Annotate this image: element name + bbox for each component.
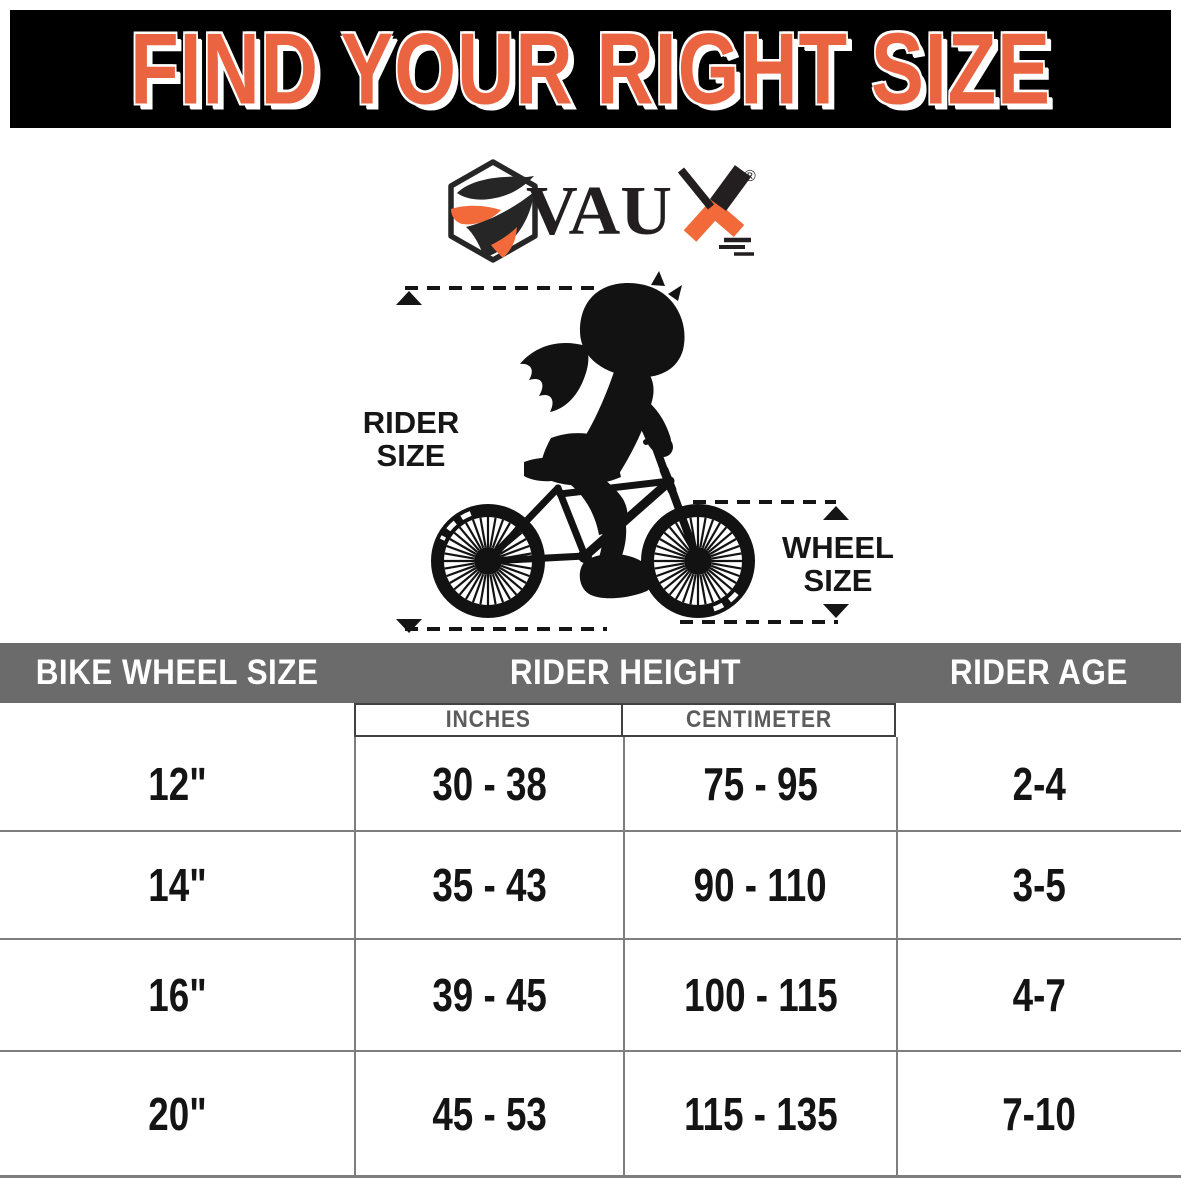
table-row: 16" xyxy=(0,938,354,1050)
table-cell: 4-7 xyxy=(896,938,1181,1050)
page-title: FIND YOUR RIGHT SIZE xyxy=(130,11,1051,126)
table-cell: 75 - 95 xyxy=(623,737,896,830)
table-row: 14" xyxy=(0,830,354,938)
measure-lines xyxy=(405,286,838,631)
wheel-size-label: WHEEL SIZE xyxy=(782,530,894,598)
hexagon-logo-icon xyxy=(448,159,538,263)
stylized-x-letter xyxy=(677,165,754,256)
measure-arrows xyxy=(396,291,849,633)
table-cell: 35 - 43 xyxy=(354,830,623,938)
table-cell: 2-4 xyxy=(896,737,1181,830)
table-row: 12" xyxy=(147,757,207,810)
table-cell: 45 - 53 xyxy=(354,1050,623,1175)
column-header-wheel-size: BIKE WHEEL SIZE xyxy=(0,643,354,703)
registered-trademark-icon: ® xyxy=(744,168,756,185)
table-cell: 90 - 110 xyxy=(623,830,896,938)
table-cell: 115 - 135 xyxy=(623,1050,896,1175)
subheader-centimeter: CENTIMETER xyxy=(623,703,896,737)
table-cell: 39 - 45 xyxy=(354,938,623,1050)
brand-wordmark: VAU xyxy=(526,173,672,250)
table-cell: 30 - 38 xyxy=(354,737,623,830)
column-header-rider-age: RIDER AGE xyxy=(896,643,1181,703)
column-header-rider-height: RIDER HEIGHT xyxy=(354,643,896,703)
rider-size-label: RIDER SIZE xyxy=(362,405,460,473)
subheader-inches: INCHES xyxy=(354,703,623,737)
girl-rider-silhouette xyxy=(520,271,685,599)
brand-logo: VAU ® xyxy=(448,159,756,263)
table-cell: 3-5 xyxy=(896,830,1181,938)
header-banner: FIND YOUR RIGHT SIZE xyxy=(10,10,1171,128)
table-row: 20" xyxy=(0,1050,354,1175)
size-table: BIKE WHEEL SIZE RIDER HEIGHT RIDER AGE I… xyxy=(0,643,1181,1178)
table-cell: 100 - 115 xyxy=(623,938,896,1050)
table-cell: 7-10 xyxy=(896,1050,1181,1175)
